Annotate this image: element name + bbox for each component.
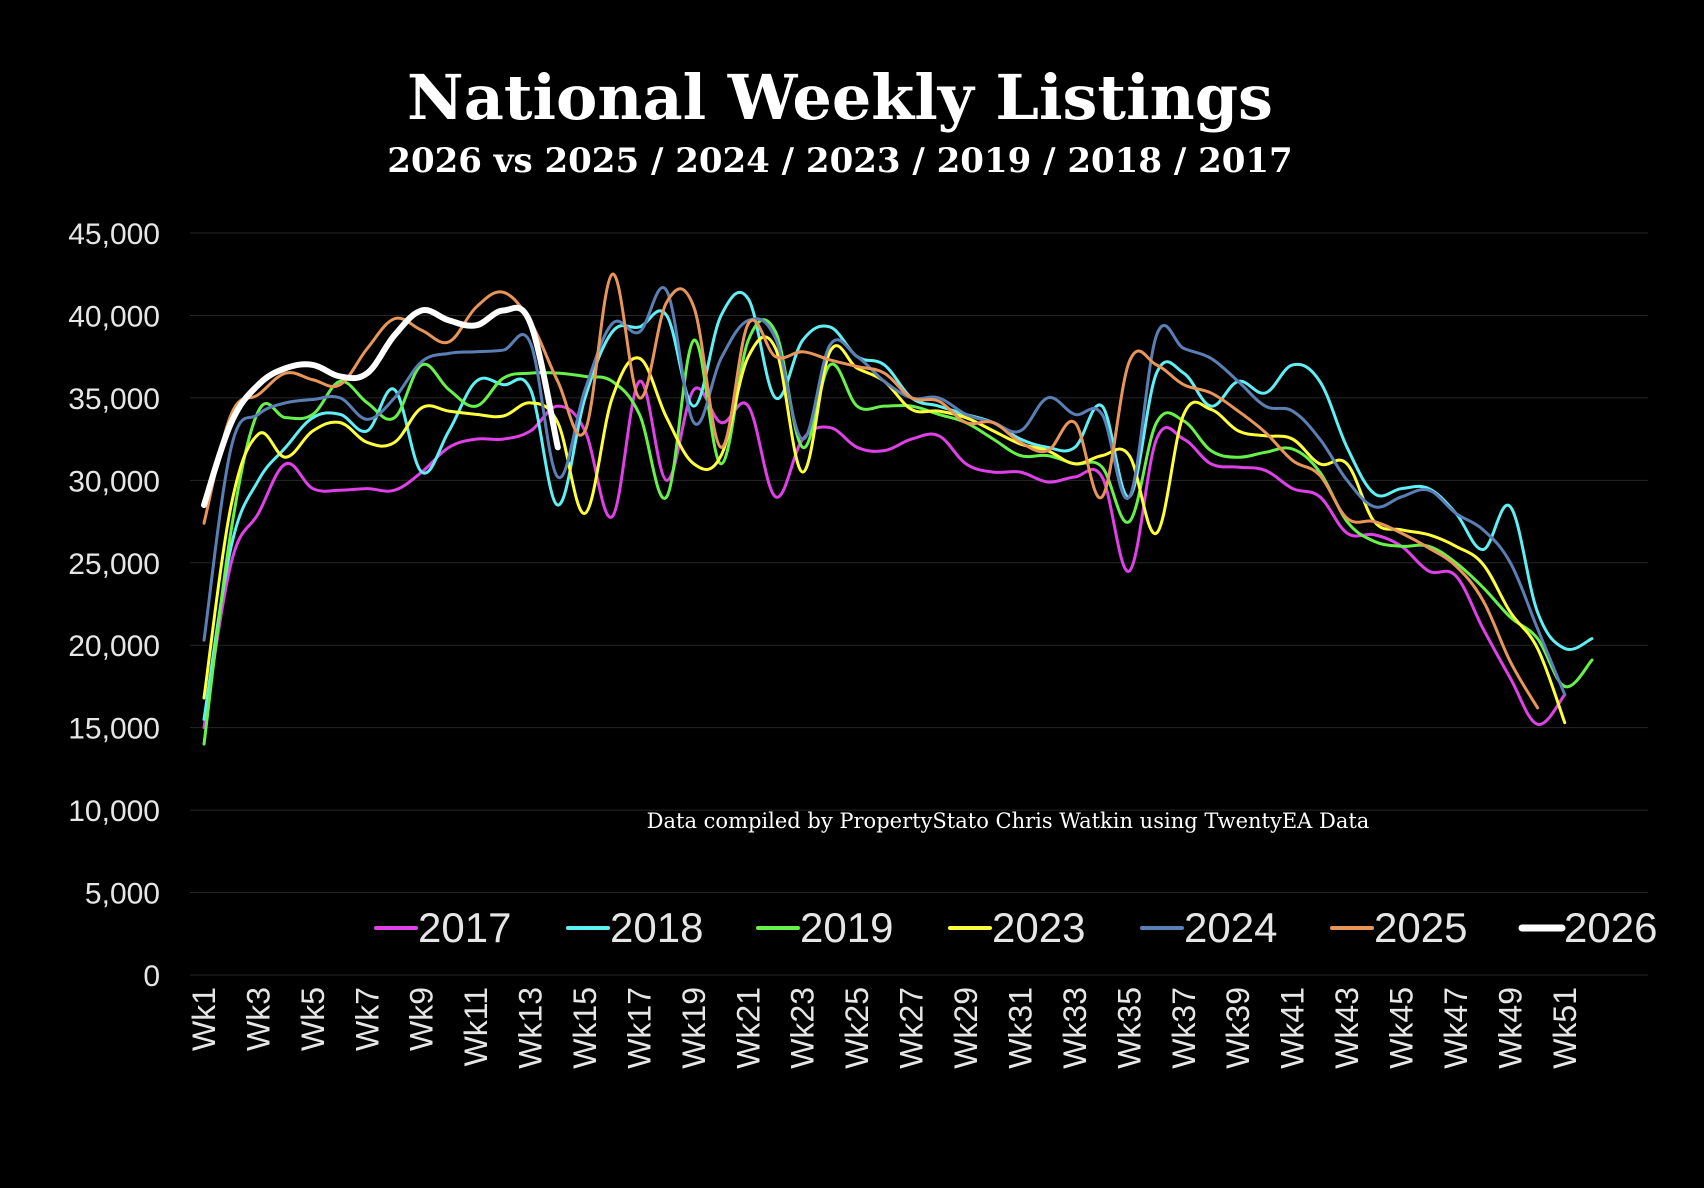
x-tick-label: Wk3 (240, 987, 276, 1051)
y-tick-label: 15,000 (68, 713, 160, 746)
x-tick-label: Wk17 (621, 987, 657, 1069)
y-tick-label: 20,000 (68, 630, 160, 663)
chart-title: National Weekly Listings (407, 61, 1273, 134)
x-tick-label: Wk49 (1492, 987, 1528, 1069)
x-tick-label: Wk21 (730, 987, 766, 1069)
x-tick-label: Wk39 (1220, 987, 1256, 1069)
y-tick-label: 0 (143, 960, 160, 993)
x-tick-label: Wk31 (1002, 987, 1038, 1069)
x-tick-label: Wk41 (1275, 987, 1311, 1069)
series-line-2024 (202, 286, 1567, 697)
y-axis: 0 5,000 10,000 15,000 20,000 25,000 30,000 35,0… (68, 218, 160, 993)
y-tick-label: 45,000 (68, 218, 160, 251)
y-tick-label: 5,000 (85, 878, 160, 911)
x-tick-label: Wk7 (349, 987, 385, 1051)
x-tick-label: Wk33 (1057, 987, 1093, 1069)
x-tick-label: Wk45 (1383, 987, 1419, 1069)
legend-label-2017: 2017 (418, 904, 511, 951)
x-tick-label: Wk37 (1166, 987, 1202, 1069)
source-annotation: Data compiled by PropertyStato Chris Wat… (647, 809, 1370, 833)
legend-label-2026: 2026 (1564, 904, 1657, 951)
x-tick-label: Wk25 (839, 987, 875, 1069)
series-line-2025 (202, 272, 1540, 710)
x-tick-label: Wk47 (1438, 987, 1474, 1069)
y-tick-label: 10,000 (68, 795, 160, 828)
legend-label-2019: 2019 (800, 904, 893, 951)
y-tick-label: 40,000 (68, 300, 160, 333)
x-tick-label: Wk1 (186, 987, 222, 1051)
legend: 2017 2018 2019 2023 2024 2025 2026 (374, 904, 1657, 951)
series-lines (201, 272, 1594, 746)
x-tick-label: Wk13 (513, 987, 549, 1069)
x-tick-label: Wk23 (785, 987, 821, 1069)
y-tick-label: 35,000 (68, 383, 160, 416)
x-tick-label: Wk27 (894, 987, 930, 1069)
chart-subtitle: 2026 vs 2025 / 2024 / 2023 / 2019 / 2018… (387, 141, 1292, 181)
x-tick-label: Wk51 (1547, 987, 1583, 1069)
x-tick-label: Wk19 (676, 987, 712, 1069)
y-tick-label: 25,000 (68, 548, 160, 581)
legend-label-2024: 2024 (1184, 904, 1277, 951)
x-tick-label: Wk15 (567, 987, 603, 1069)
x-axis: Wk1 Wk3 Wk5 Wk7 Wk9 Wk11 Wk13 Wk15 Wk17 Wk19 Wk21 W… (186, 987, 1583, 1069)
gridlines (190, 232, 1648, 976)
x-tick-label: Wk11 (458, 987, 494, 1066)
legend-label-2018: 2018 (610, 904, 703, 951)
legend-label-2025: 2025 (1374, 904, 1467, 951)
series-line-2023 (202, 335, 1567, 725)
legend-label-2023: 2023 (992, 904, 1085, 951)
series-line-2026 (201, 304, 561, 509)
x-tick-label: Wk29 (948, 987, 984, 1069)
x-tick-label: Wk9 (404, 987, 440, 1051)
series-line-2017 (202, 379, 1567, 730)
y-tick-label: 30,000 (68, 465, 160, 498)
series-line-2018 (202, 291, 1594, 721)
x-tick-label: Wk35 (1111, 987, 1147, 1069)
x-tick-label: Wk5 (295, 987, 331, 1051)
x-tick-label: Wk43 (1329, 987, 1365, 1069)
